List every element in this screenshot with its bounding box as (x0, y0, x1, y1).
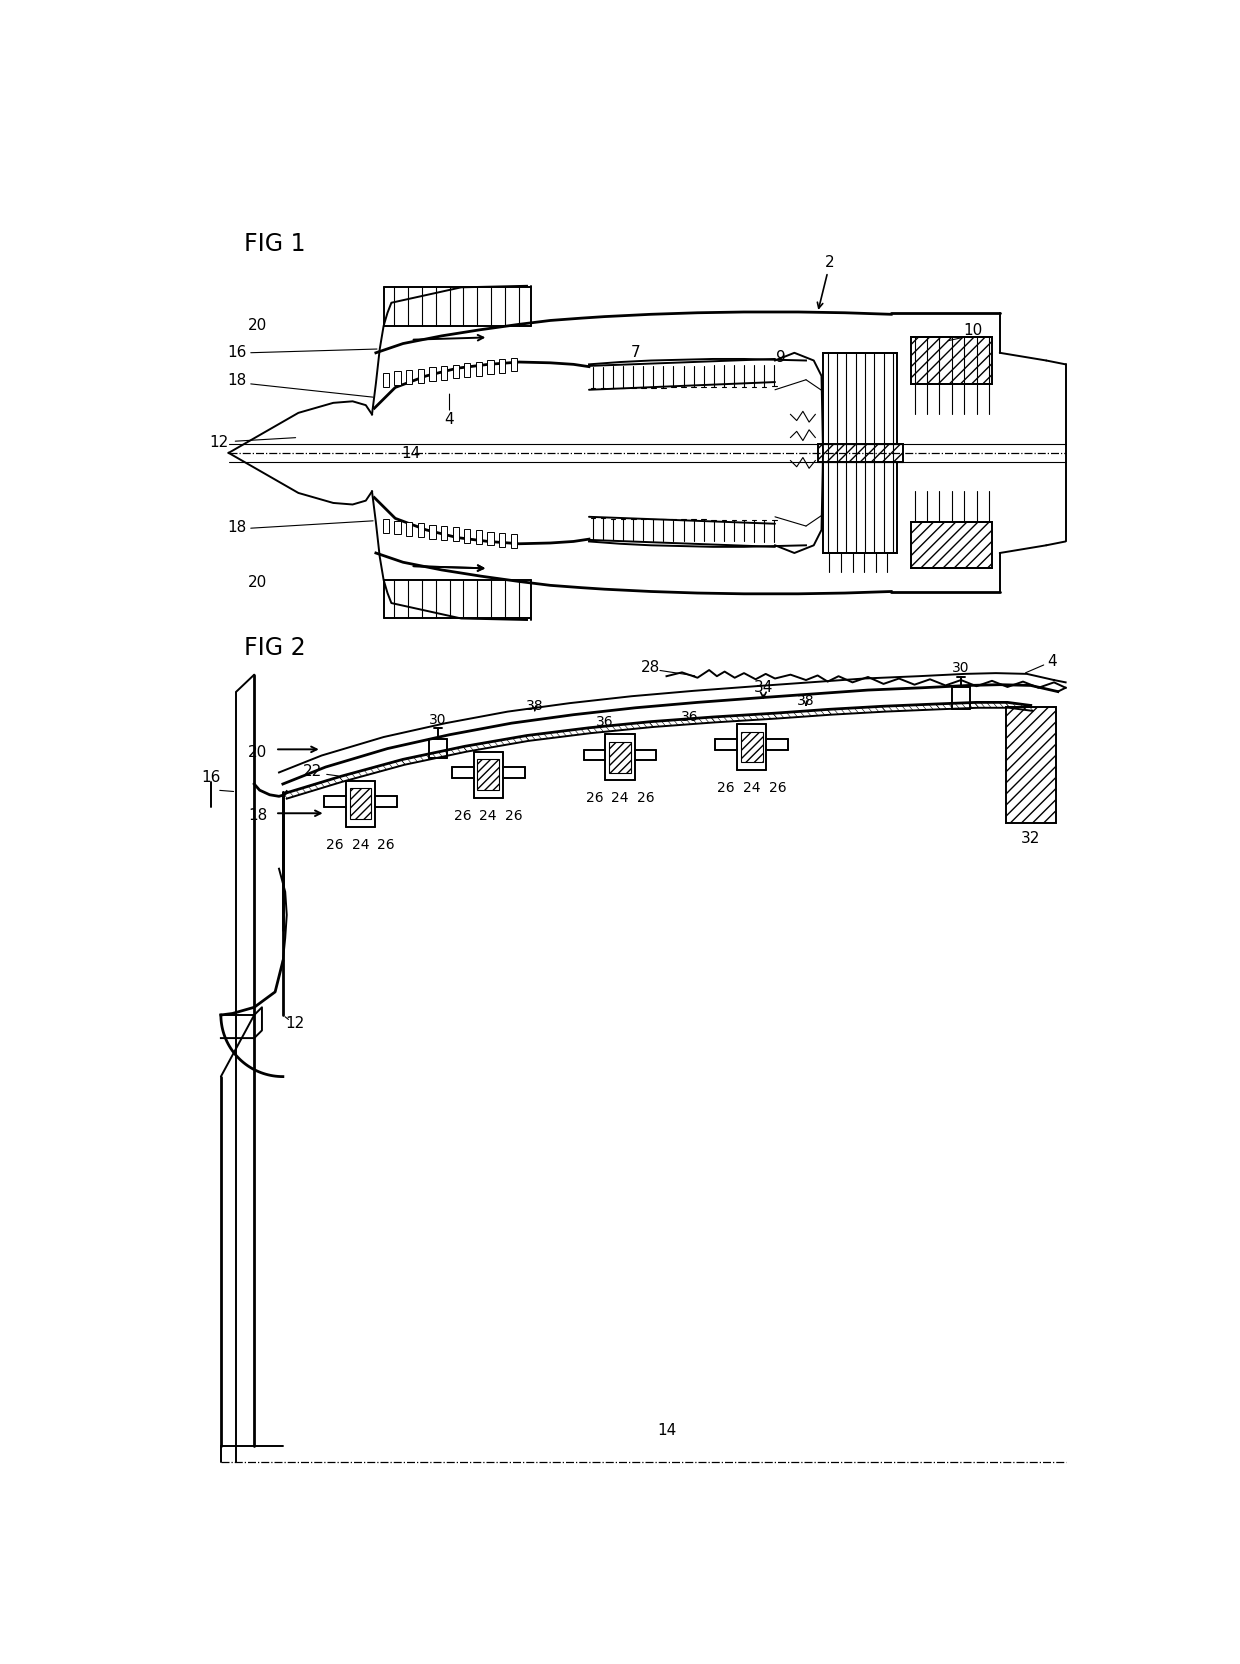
Text: 26: 26 (454, 809, 471, 822)
Bar (511, 536, 517, 549)
Bar (609, 742, 631, 774)
Bar (498, 359, 506, 374)
Text: 20: 20 (248, 318, 268, 333)
Bar (464, 529, 470, 544)
Text: 24: 24 (611, 790, 629, 805)
Bar (429, 526, 435, 539)
Bar (350, 789, 371, 820)
Bar (383, 374, 389, 388)
Bar (487, 361, 494, 374)
Bar (383, 519, 389, 534)
Text: 12: 12 (210, 434, 228, 449)
Bar (407, 522, 412, 536)
Text: 2: 2 (825, 255, 835, 270)
Text: 26: 26 (585, 790, 603, 805)
Text: 9: 9 (776, 349, 786, 364)
Bar (742, 732, 763, 764)
Text: FIG 2: FIG 2 (244, 636, 306, 659)
Bar (910, 338, 992, 384)
Text: 38: 38 (797, 694, 815, 707)
Bar (441, 366, 448, 381)
Bar (441, 527, 448, 541)
Text: 28: 28 (641, 661, 661, 676)
Text: 20: 20 (248, 574, 268, 589)
Text: FIG 1: FIG 1 (244, 233, 305, 256)
Text: 26: 26 (718, 780, 735, 795)
Bar (476, 531, 482, 544)
Bar (407, 371, 412, 384)
Text: 12: 12 (285, 1015, 305, 1030)
Text: 24: 24 (480, 809, 497, 822)
Text: 14: 14 (657, 1423, 676, 1438)
Text: 36: 36 (681, 711, 698, 724)
Text: 4: 4 (1048, 654, 1058, 669)
Bar (498, 534, 506, 547)
Text: 38: 38 (526, 699, 543, 714)
Bar (394, 373, 401, 386)
Text: 4: 4 (445, 411, 454, 426)
Bar (1006, 707, 1056, 824)
Text: 24: 24 (352, 837, 370, 852)
Text: 24: 24 (743, 780, 760, 795)
Bar (464, 364, 470, 378)
Bar (823, 353, 897, 554)
Bar (511, 358, 517, 373)
Text: 16: 16 (227, 344, 247, 359)
Bar (487, 532, 494, 546)
Text: 18: 18 (227, 519, 247, 534)
Bar (910, 522, 992, 569)
Text: 26: 26 (769, 780, 786, 795)
Bar (476, 363, 482, 376)
Text: 22: 22 (303, 764, 321, 779)
Bar (418, 524, 424, 537)
Text: 18: 18 (227, 373, 247, 388)
Text: 34: 34 (754, 679, 773, 694)
Text: 10: 10 (963, 323, 982, 338)
Text: 14: 14 (401, 446, 420, 461)
Text: 26: 26 (637, 790, 655, 805)
Text: 30: 30 (952, 661, 970, 676)
Text: 26: 26 (505, 809, 522, 822)
Text: 26: 26 (326, 837, 343, 852)
Bar (453, 366, 459, 379)
Text: 18: 18 (248, 807, 268, 822)
Bar (394, 521, 401, 536)
Text: 7: 7 (631, 344, 640, 359)
Text: 20: 20 (248, 745, 268, 760)
Text: 32: 32 (1021, 830, 1040, 845)
Bar (418, 369, 424, 383)
Text: 26: 26 (377, 837, 394, 852)
Bar (429, 368, 435, 383)
Bar (477, 760, 498, 790)
Bar (817, 444, 903, 463)
Text: 30: 30 (429, 712, 446, 727)
Text: 36: 36 (595, 714, 614, 729)
Bar (453, 527, 459, 542)
Text: 16: 16 (201, 769, 221, 784)
